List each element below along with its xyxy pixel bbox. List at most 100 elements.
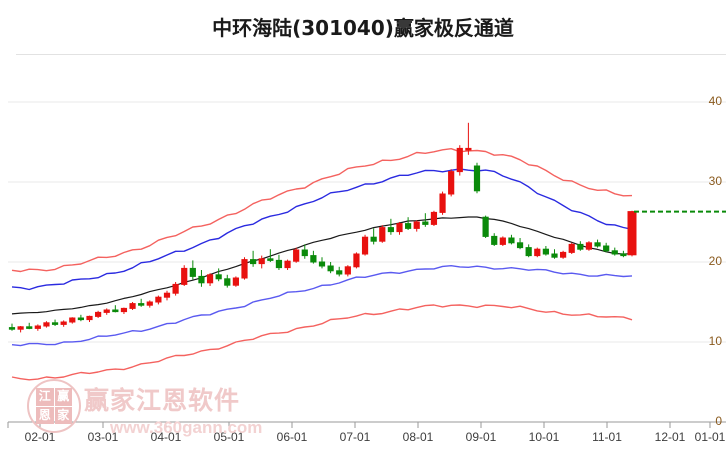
candle-body [491,235,498,245]
y-axis-tick-label-40: 40 [708,94,722,108]
candle [129,302,136,310]
candle [310,250,317,264]
candle [525,244,532,258]
x-axis-tick-label-01-01: 01-01 [694,430,726,444]
candle-body [534,248,541,257]
candle [26,322,33,330]
candle-body [43,322,50,327]
lower-blue-band [11,265,633,347]
candle-body [198,275,205,284]
candle-body [499,237,506,245]
candle-body [405,223,412,229]
candle-body [112,309,119,313]
candle-body [516,242,524,249]
candle-body [275,259,283,269]
candle-body [525,247,532,257]
candle [611,247,618,256]
candle-body [267,258,274,261]
candle [551,249,558,259]
candle-body [611,250,618,255]
candle [491,233,498,246]
candle-body [310,255,317,263]
candle [224,274,231,288]
candle-body [594,242,601,247]
candle-body [95,311,102,317]
candle [69,317,76,324]
candle [465,122,472,155]
candle [603,242,610,253]
candle-body [327,265,334,272]
candle-body [206,274,214,284]
candle [241,257,248,280]
candle-body [258,258,265,265]
y-axis-tick-label-10: 10 [708,334,722,348]
candle [60,320,67,327]
y-axis-tick-label-30: 30 [708,174,722,188]
candle [439,191,446,215]
candle-body [77,317,84,321]
candle-body [215,274,222,280]
candle-body [250,259,257,265]
candle-body [284,260,291,269]
candle [103,308,110,315]
candle [301,244,308,259]
candle-body [172,283,179,294]
lower-red-band [11,304,633,381]
candle [232,276,239,287]
candle [560,250,567,259]
x-axis-tick-label-10-01: 10-01 [528,430,560,444]
candle [387,218,394,235]
candle [361,234,369,256]
candle-body [103,309,110,313]
candle [370,228,377,245]
candle-body [293,249,300,262]
chart-canvas [7,101,726,428]
candle [206,273,214,286]
candle-body [344,266,351,275]
candle [516,238,524,250]
candle [577,241,584,251]
x-axis-tick-label-04-01: 04-01 [150,430,182,444]
candle-body [542,248,549,255]
candle-body [353,253,360,268]
candle-body [627,211,637,256]
candle-body [138,303,145,306]
candle [95,310,102,318]
x-axis-tick-label-11-01: 11-01 [592,430,622,444]
candle-body [620,253,627,257]
candle-body [456,147,463,173]
candle-body [430,211,438,225]
candle [473,162,481,194]
candle-body [181,267,188,285]
candle-body [508,237,515,244]
candle [172,282,179,296]
x-axis-tick-label-03-01: 03-01 [87,430,119,444]
candle-body [577,243,584,250]
candle [456,145,463,176]
candle-body [413,221,420,229]
candle [43,321,50,328]
candle-body [17,326,24,330]
candle-body [370,236,377,242]
candle-body [34,325,41,329]
candle [293,247,300,263]
candle [181,265,188,286]
candle [112,305,119,313]
candle [155,295,162,305]
candle-body [163,292,171,298]
candle-body [224,278,231,286]
candle-body [439,193,446,213]
candle-body [465,147,472,151]
candle-body [318,261,326,267]
candle [146,300,153,308]
x-axis-tick-label-08-01: 08-01 [402,430,434,444]
x-axis-tick-label-05-01: 05-01 [213,430,245,444]
candle [318,257,326,269]
candle [250,250,257,267]
candle-body [585,242,593,250]
candle [379,225,386,243]
candle [86,315,93,322]
candle [620,250,627,258]
candle [336,266,343,277]
